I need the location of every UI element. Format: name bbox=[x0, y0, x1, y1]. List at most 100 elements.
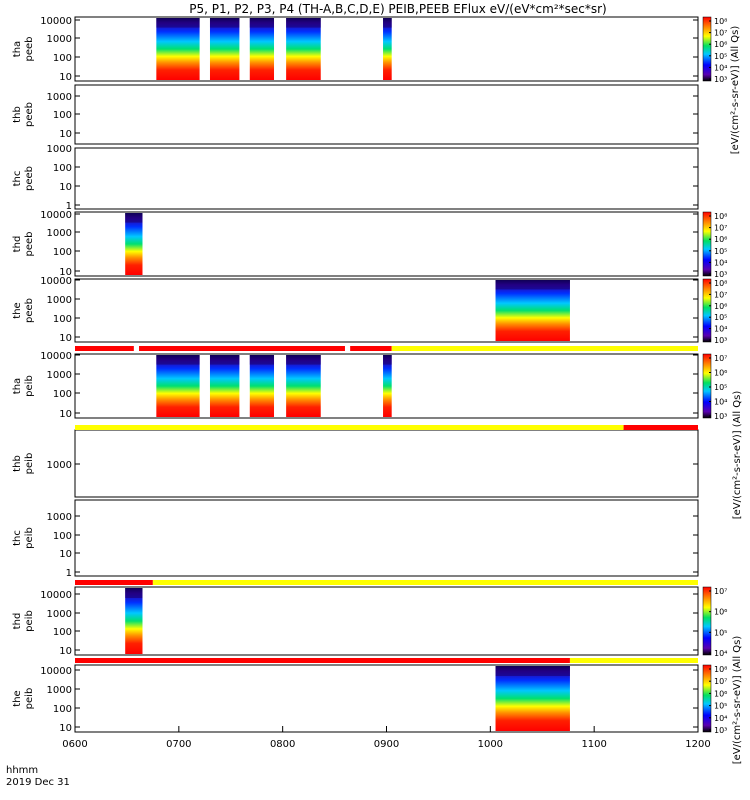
status-bar-1 bbox=[75, 346, 698, 351]
spectrogram-block-tha-peib-4 bbox=[286, 355, 321, 417]
status-bar-2-segment-2 bbox=[623, 425, 698, 430]
colorbar-tick-label-tha-peeb-1: 10⁴ bbox=[714, 63, 727, 72]
y-tick-label-thd-peib-3: 10000 bbox=[40, 590, 72, 601]
panel-label-product-thb-peeb: peeb bbox=[24, 102, 35, 127]
panel-label-probe-thd-peib: thd bbox=[12, 613, 23, 630]
colorbar-tick-label-tha-peeb-2: 10⁵ bbox=[714, 52, 727, 61]
x-tick-label-3: 0900 bbox=[374, 739, 399, 750]
spectrogram-top-band-tha-peeb-3 bbox=[249, 18, 275, 28]
spectrogram-top-band-tha-peib-4 bbox=[286, 355, 321, 365]
colorbar-tick-label-the-peib-3: 10⁶ bbox=[714, 689, 727, 698]
colorbar-units-label-2: [eV/(cm²-s-sr-eV)] (All Qs) bbox=[732, 391, 743, 520]
spectrogram-top-band-tha-peib-3 bbox=[249, 355, 275, 365]
status-bar-4 bbox=[75, 658, 698, 663]
colorbar-tick-label-tha-peib-1: 10⁴ bbox=[714, 398, 727, 407]
colorbar-tick-label-thd-peib-1: 10⁵ bbox=[714, 628, 727, 637]
colorbar-tick-label-tha-peib-4: 10⁷ bbox=[714, 354, 727, 363]
y-tick-label-thb-peeb-0: 10 bbox=[59, 129, 72, 140]
panel-frame-thc-peeb bbox=[74, 147, 699, 210]
status-bar-2-segment-1 bbox=[75, 425, 624, 430]
colorbar-tick-label-the-peeb-0: 10³ bbox=[714, 336, 727, 345]
colorbar-tick-label-tha-peib-3: 10⁶ bbox=[714, 369, 727, 378]
y-tick-label-thc-peib-3: 1000 bbox=[47, 512, 72, 523]
colorbar-tick-label-the-peeb-2: 10⁵ bbox=[714, 313, 727, 322]
x-tick-label-5: 1100 bbox=[581, 739, 606, 750]
x-tick-label-2: 0800 bbox=[270, 739, 295, 750]
panel-label-probe-the-peeb: the bbox=[12, 302, 23, 318]
y-tick-label-thb-peib-0: 1000 bbox=[47, 460, 72, 471]
colorbar-tick-label-thd-peeb-2: 10⁵ bbox=[714, 247, 727, 256]
y-tick-label-the-peeb-3: 10000 bbox=[40, 276, 72, 287]
colorbar-tick-label-the-peib-2: 10⁵ bbox=[714, 702, 727, 711]
y-tick-label-the-peib-1: 100 bbox=[53, 704, 72, 715]
panel-label-product-tha-peeb: peeb bbox=[24, 37, 35, 62]
status-bar-4-segment-1 bbox=[75, 658, 570, 663]
colorbar-units-label-3: [eV/(cm²-s-sr-eV)] (All Qs) bbox=[732, 636, 743, 765]
colorbar-tha-peeb: 10³ 10⁴ 10⁵ 10⁶ 10⁷ 10⁸ bbox=[702, 16, 727, 84]
spectrogram-top-band-tha-peib-2 bbox=[209, 355, 240, 365]
colorbar-scale-tha-peeb bbox=[702, 16, 712, 82]
y-tick-label-thc-peeb-0: 1 bbox=[66, 201, 72, 212]
colorbar-tick-label-the-peib-0: 10³ bbox=[714, 726, 727, 735]
spectrogram-top-band-tha-peeb-4 bbox=[286, 18, 321, 28]
panel-thd-peib: 10 100 1000 10000 thd peib bbox=[12, 586, 699, 657]
y-tick-label-thc-peib-2: 100 bbox=[53, 531, 72, 542]
panel-label-probe-tha-peeb: tha bbox=[12, 41, 23, 57]
panel-thc-peeb: 1 10 100 1000 thc peeb bbox=[12, 144, 699, 212]
panel-label-product-thd-peeb: peeb bbox=[24, 232, 35, 257]
spectrogram-block-thd-peeb-1 bbox=[125, 213, 143, 275]
colorbar-the-peib: 10³ 10⁴ 10⁵ 10⁶ 10⁷ 10⁸ bbox=[702, 664, 727, 735]
panel-label-product-tha-peib: peib bbox=[24, 375, 35, 397]
panel-thb-peeb: 10 100 1000 thb peeb bbox=[12, 84, 699, 145]
panel-thc-peib: 1 10 100 1000 thc peib bbox=[12, 499, 699, 579]
y-tick-label-thd-peib-0: 10 bbox=[59, 646, 72, 657]
colorbar-tick-label-tha-peeb-0: 10³ bbox=[714, 75, 727, 84]
y-tick-label-the-peib-3: 10000 bbox=[40, 666, 72, 677]
colorbar-tick-label-the-peeb-1: 10⁴ bbox=[714, 325, 727, 334]
panel-tha-peib: 10 100 1000 10000 tha peib bbox=[12, 351, 699, 420]
panel-label-probe-tha-peib: tha bbox=[12, 378, 23, 394]
chart-title: P5, P1, P2, P3, P4 (TH-A,B,C,D,E) PEIB,P… bbox=[189, 2, 606, 16]
x-label-line-1: hhmm bbox=[6, 765, 38, 776]
colorbar-tick-label-thd-peib-0: 10⁴ bbox=[714, 649, 727, 658]
colorbar-tick-label-tha-peeb-4: 10⁷ bbox=[714, 29, 727, 38]
panel-label-product-the-peeb: peeb bbox=[24, 298, 35, 323]
spectrogram-block-tha-peeb-5 bbox=[383, 18, 392, 80]
y-tick-label-thc-peeb-3: 1000 bbox=[47, 144, 72, 155]
colorbar-scale-thd-peeb bbox=[702, 211, 712, 277]
colorbar-scale-the-peib bbox=[702, 664, 712, 733]
spectrogram-block-tha-peib-5 bbox=[383, 355, 392, 417]
spectrogram-top-band-tha-peeb-1 bbox=[156, 18, 200, 28]
panel-label-probe-the-peib: the bbox=[12, 690, 23, 706]
panel-frame-thb-peib bbox=[74, 429, 699, 498]
y-tick-label-thc-peib-1: 10 bbox=[59, 549, 72, 560]
panel-label-product-thc-peib: peib bbox=[24, 527, 35, 549]
status-bar-3-segment-2 bbox=[152, 580, 698, 585]
colorbar-tick-label-the-peib-4: 10⁷ bbox=[714, 677, 727, 686]
x-tick-label-1: 0700 bbox=[166, 739, 191, 750]
spectrogram-block-tha-peeb-2 bbox=[209, 18, 240, 80]
colorbar-tick-label-thd-peeb-0: 10³ bbox=[714, 270, 727, 279]
panel-tha-peeb: 10 100 1000 10000 tha peeb bbox=[12, 16, 699, 83]
panel-the-peib: 10 100 1000 10000 the peib bbox=[12, 664, 699, 734]
colorbar-tick-label-tha-peib-0: 10³ bbox=[714, 412, 727, 421]
y-tick-label-the-peeb-2: 1000 bbox=[47, 295, 72, 306]
panel-label-probe-thc-peib: thc bbox=[12, 530, 23, 546]
panel-frame-the-peeb bbox=[74, 278, 699, 343]
x-tick-label-0: 0600 bbox=[62, 739, 87, 750]
spectrogram-block-tha-peib-2 bbox=[209, 355, 240, 417]
colorbar-tick-label-the-peib-5: 10⁸ bbox=[714, 665, 727, 674]
spectrogram-top-band-tha-peib-1 bbox=[156, 355, 200, 365]
x-label-line-2: 2019 Dec 31 bbox=[6, 777, 70, 788]
status-bar-4-segment-2 bbox=[569, 658, 698, 663]
spectrogram-top-band-the-peib-1 bbox=[495, 666, 570, 676]
x-tick-label-6: 1200 bbox=[685, 739, 710, 750]
status-bar-2 bbox=[75, 425, 698, 430]
panel-thb-peib: 1000 thb peib bbox=[12, 429, 699, 498]
y-tick-label-tha-peib-1: 100 bbox=[53, 389, 72, 400]
colorbar-thd-peeb: 10³ 10⁴ 10⁵ 10⁶ 10⁷ 10⁸ bbox=[702, 211, 727, 279]
y-tick-label-the-peib-2: 1000 bbox=[47, 685, 72, 696]
spectrogram-block-the-peeb-1 bbox=[495, 280, 570, 341]
colorbar-tick-label-thd-peib-2: 10⁶ bbox=[714, 608, 727, 617]
y-tick-label-the-peib-0: 10 bbox=[59, 723, 72, 734]
